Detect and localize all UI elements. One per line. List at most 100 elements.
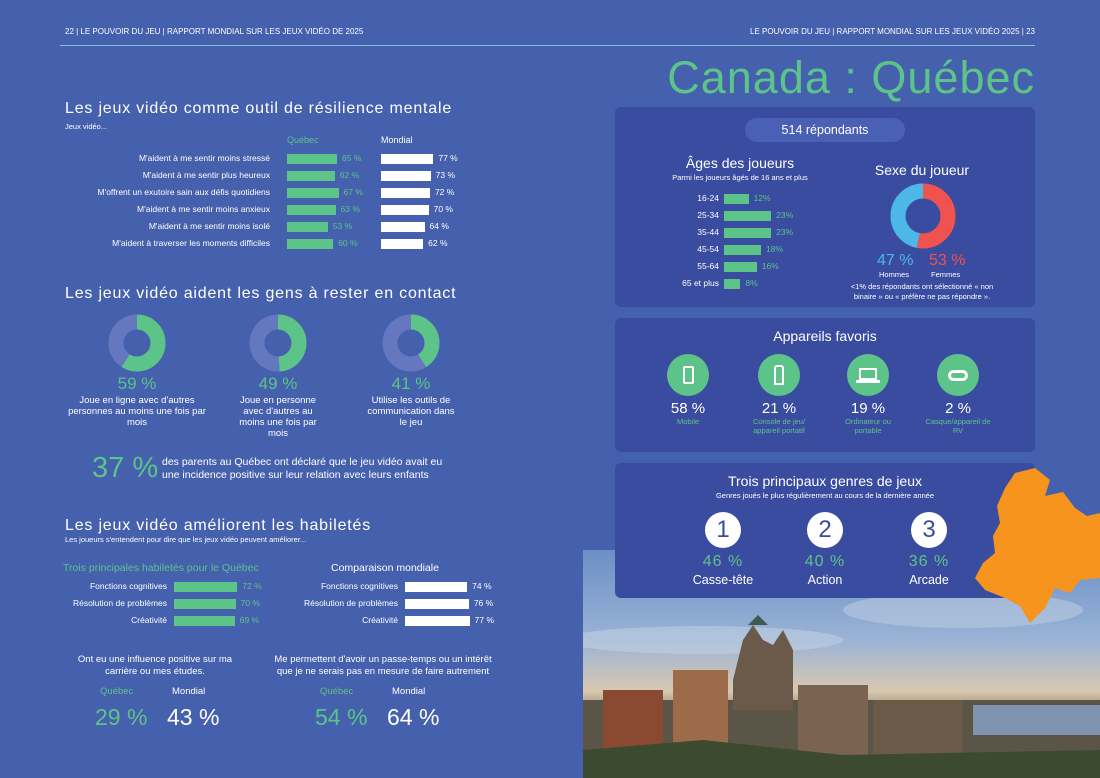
skill-label: Créativité	[362, 615, 398, 625]
contact-desc-line: avec d'autres au	[243, 406, 313, 417]
contact-donut	[382, 314, 440, 372]
stat-mondial-value: 64 %	[387, 704, 440, 730]
mondial-bar	[381, 171, 431, 181]
parents-text: des parents au Québec ont déclaré que le…	[162, 456, 442, 482]
mondial-bar	[381, 239, 424, 249]
age-bar	[724, 262, 757, 272]
quebec-skill-bar	[174, 616, 235, 626]
skill-pct: 70 %	[240, 598, 260, 608]
devices-title: Appareils favoris	[773, 328, 877, 344]
contact-donut	[108, 314, 166, 372]
contact-donut	[249, 314, 307, 372]
quebec-skill-bar	[174, 599, 236, 609]
resilience-row-label: M'aident à me sentir moins stressé	[138, 153, 270, 163]
device-label-line: RV	[952, 426, 964, 435]
contact-pct: 59 %	[117, 374, 157, 393]
gender-donut	[890, 183, 956, 249]
quebec-bar	[287, 222, 328, 232]
stat-text: Ont eu une influence positive sur ma carr…	[25, 654, 285, 678]
genre-label: Casse-tête	[692, 573, 754, 587]
resilience-title: Les jeux vidéo comme outil de résilience…	[65, 100, 453, 117]
contact-desc: Joue en personne avec d'autres au moins un…	[198, 395, 358, 439]
contact-desc-line: le jeu	[399, 417, 423, 428]
men-label: Hommes	[879, 270, 910, 279]
vr-headset-icon-circle	[937, 354, 979, 396]
mondial-skill-bar	[405, 616, 470, 626]
resilience-row-label: M'aident à me sentir plus heureux	[142, 170, 270, 180]
genres-panel: Trois principaux genres de jeux Genres j…	[615, 463, 1035, 598]
genre-pct: 40 %	[804, 553, 846, 570]
women-label: Femmes	[931, 270, 961, 279]
age-bar	[724, 211, 772, 221]
stat-text-line: Ont eu une influence positive sur ma	[77, 654, 233, 665]
age-label: 65 et plus	[682, 278, 719, 288]
genre-pct: 36 %	[908, 553, 950, 570]
genres-title: Trois principaux genres de jeux	[727, 473, 923, 489]
vr-headset-icon	[948, 365, 968, 385]
stat-mondial-label: Mondial	[172, 686, 206, 697]
resilience-row-label: M'offrent un exutoire sain aux défis quo…	[97, 187, 270, 197]
parents-text-line: une incidence positive sur leur relation…	[162, 469, 429, 481]
stat-quebec-value: 54 %	[315, 704, 368, 730]
contact-pct: 49 %	[258, 374, 298, 393]
quebec-bar	[287, 239, 334, 249]
quebec-pct: 65 %	[342, 153, 362, 163]
age-bar	[724, 245, 761, 255]
genres-subtitle: Genres joués le plus régulièrement au co…	[715, 491, 935, 500]
age-bar	[724, 228, 772, 238]
parents-pct: 37 %	[92, 452, 159, 484]
resilience-row-label: M'aident à me sentir moins anxieux	[137, 204, 270, 214]
contact-title: Les jeux vidéo aident les gens à rester …	[65, 285, 457, 302]
genre-pct: 46 %	[702, 553, 744, 570]
contact-desc-line: moins une fois par	[239, 417, 317, 428]
skill-pct: 72 %	[242, 581, 262, 591]
header-left: 22 | LE POUVOIR DU JEU | RAPPORT MONDIAL…	[65, 27, 364, 36]
quebec-bar	[287, 188, 339, 198]
mobile-icon-circle	[667, 354, 709, 396]
age-pct: 16%	[761, 261, 779, 271]
contact-desc-line: Joue en personne	[239, 395, 317, 406]
genre-rank-badge: 2	[807, 512, 843, 548]
skill-label: Fonctions cognitives	[89, 581, 167, 591]
skill-pct: 69 %	[239, 615, 260, 625]
mondial-pct: 73 %	[435, 170, 455, 180]
mondial-pct: 72 %	[434, 187, 455, 197]
quebec-map	[975, 468, 1100, 623]
age-label: 25-34	[697, 210, 719, 220]
quebec-bar	[287, 171, 335, 181]
contact-desc: Utilise les outils de communication dans l…	[331, 395, 491, 428]
skill-label: Fonctions cognitives	[320, 581, 398, 591]
skills-title: Les jeux vidéo améliorent les habiletés	[65, 517, 372, 534]
device-label-line: Console de jeu/	[752, 417, 806, 426]
contact-desc-line: Joue en ligne avec d'autres	[79, 395, 195, 406]
device-pct: 21 %	[761, 400, 797, 417]
age-pct: 23%	[776, 210, 794, 220]
skill-label: Résolution de problèmes	[303, 598, 398, 608]
profile-panel: 514 répondants Âges des joueurs Parmi le…	[615, 107, 1035, 307]
skill-label: Créativité	[131, 615, 167, 625]
contact-pct: 41 %	[391, 374, 431, 393]
page-title: Canada : Québec	[667, 52, 1035, 103]
col-mondial: Mondial	[381, 135, 413, 145]
contact-desc: Joue en ligne avec d'autres personnes au …	[57, 395, 217, 428]
parents-text-line: des parents au Québec ont déclaré que le…	[162, 456, 443, 468]
quebec-pct: 63 %	[340, 204, 360, 214]
age-label: 35-44	[697, 227, 719, 237]
device-label-line: Mobile	[676, 417, 700, 426]
mondial-pct: 64 %	[429, 221, 449, 231]
men-arc	[890, 183, 956, 249]
quebec-skill-bar	[174, 582, 238, 592]
age-pct: 8%	[745, 278, 758, 288]
resilience-row-label: M'aident à traverser les moments diffici…	[112, 238, 270, 248]
mondial-bar	[381, 205, 429, 215]
mondial-bar	[381, 222, 425, 232]
stat-text: Me permettent d'avoir un passe-temps ou …	[253, 654, 513, 678]
contact-desc-line: personnes au moins une fois par	[68, 406, 206, 417]
quebec-pct: 62 %	[339, 170, 360, 180]
device-pct: 2 %	[945, 400, 971, 417]
device-label: Ordinateur ou portable	[818, 417, 918, 435]
quebec-bar	[287, 205, 336, 215]
age-bar	[724, 279, 741, 289]
age-bar	[724, 194, 749, 204]
device-label: Casque/appareil de RV	[908, 417, 1008, 435]
